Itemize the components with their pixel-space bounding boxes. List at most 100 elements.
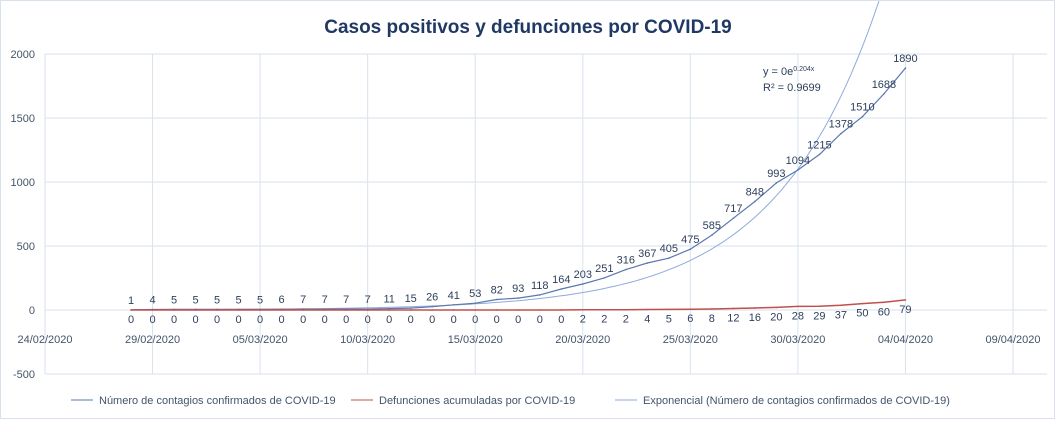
data-label-cases: 5 xyxy=(214,294,220,306)
data-label-cases: 5 xyxy=(236,294,242,306)
data-point-deaths xyxy=(581,308,584,311)
data-label-cases: 1 xyxy=(128,295,134,307)
data-label-cases: 848 xyxy=(746,186,764,198)
data-label-cases: 7 xyxy=(343,294,349,306)
y-tick-label: 0 xyxy=(29,305,35,317)
data-label-deaths: 0 xyxy=(257,314,263,326)
data-point-deaths xyxy=(538,309,541,311)
data-label-deaths: 0 xyxy=(236,314,242,326)
trendline-equation: y = 0e0.204x R² = 0.9699 xyxy=(763,66,821,94)
data-point-cases xyxy=(711,234,713,236)
data-point-deaths xyxy=(130,309,132,311)
data-label-cases: 203 xyxy=(574,269,592,281)
data-label-deaths: 0 xyxy=(343,314,349,326)
data-label-cases: 475 xyxy=(681,234,699,246)
data-point-deaths xyxy=(409,309,412,311)
data-point-cases xyxy=(646,262,649,264)
data-point-deaths xyxy=(517,309,520,311)
data-point-deaths xyxy=(732,307,735,310)
data-point-cases xyxy=(452,303,455,306)
data-point-deaths xyxy=(388,309,390,311)
data-point-deaths xyxy=(711,308,713,310)
data-label-deaths: 0 xyxy=(472,314,478,326)
data-label-cases: 405 xyxy=(660,243,678,255)
data-label-cases: 1510 xyxy=(850,102,874,114)
x-tick-label: 25/03/2020 xyxy=(663,334,718,346)
data-point-deaths xyxy=(603,308,606,311)
data-label-cases: 1890 xyxy=(893,53,917,65)
data-point-deaths xyxy=(861,302,864,305)
data-label-deaths: 0 xyxy=(149,314,155,326)
data-label-deaths: 0 xyxy=(558,314,564,326)
data-point-cases xyxy=(818,153,821,156)
data-label-deaths: 2 xyxy=(623,314,629,326)
data-label-cases: 118 xyxy=(531,280,549,292)
data-label-cases: 717 xyxy=(724,203,742,215)
x-tick-label: 09/04/2020 xyxy=(985,334,1040,346)
y-tick-label: -500 xyxy=(13,369,35,381)
data-label-cases: 5 xyxy=(171,294,177,306)
data-label-deaths: 16 xyxy=(749,312,761,324)
data-point-cases xyxy=(409,307,412,309)
data-point-deaths xyxy=(216,309,218,311)
data-label-cases: 7 xyxy=(365,294,371,306)
series-line-deaths xyxy=(131,299,906,311)
data-label-deaths: 0 xyxy=(279,314,285,326)
chart-title: Casos positivos y defunciones por COVID-… xyxy=(324,17,732,38)
data-label-deaths: 0 xyxy=(429,314,435,326)
data-point-deaths xyxy=(345,309,347,311)
data-label-deaths: 2 xyxy=(580,314,586,326)
data-label-deaths: 12 xyxy=(727,312,739,324)
data-label-deaths: 0 xyxy=(537,314,543,326)
data-point-cases xyxy=(775,182,778,184)
data-label-cases: 11 xyxy=(383,294,394,306)
data-label-deaths: 28 xyxy=(792,310,804,322)
y-tick-label: 500 xyxy=(17,241,35,253)
data-label-deaths: 0 xyxy=(408,314,414,326)
x-tick-label: 24/02/2020 xyxy=(17,334,72,346)
data-label-deaths: 0 xyxy=(300,314,306,326)
data-point-deaths xyxy=(323,309,326,311)
data-point-cases xyxy=(840,132,842,135)
trendline-r2: R² = 0.9699 xyxy=(763,82,821,94)
data-point-cases xyxy=(883,93,885,95)
data-label-deaths: 6 xyxy=(687,313,693,325)
data-label-cases: 251 xyxy=(595,263,613,275)
data-label-cases: 367 xyxy=(638,248,656,260)
data-point-deaths xyxy=(883,301,885,304)
data-point-deaths xyxy=(173,309,175,311)
data-label-cases: 41 xyxy=(448,290,460,302)
data-label-deaths: 2 xyxy=(601,314,607,326)
data-point-cases xyxy=(388,307,390,310)
data-point-cases xyxy=(797,169,799,171)
series-line-cases xyxy=(130,67,906,311)
data-label-cases: 585 xyxy=(703,220,721,232)
data-point-deaths xyxy=(302,309,304,311)
trendline-equation-text: y = 0e xyxy=(763,66,793,78)
data-label-deaths: 8 xyxy=(709,313,715,325)
data-point-deaths xyxy=(237,309,240,311)
data-label-cases: 5 xyxy=(193,294,199,306)
data-point-cases xyxy=(754,200,756,203)
data-label-deaths: 20 xyxy=(770,311,782,323)
data-label-deaths: 0 xyxy=(365,314,371,326)
data-label-deaths: 0 xyxy=(515,314,521,326)
data-label-cases: 1688 xyxy=(872,79,896,91)
data-label-cases: 1094 xyxy=(786,155,810,167)
data-label-cases: 7 xyxy=(322,294,328,306)
data-point-deaths xyxy=(668,308,670,311)
x-tick-label: 20/03/2020 xyxy=(555,334,610,346)
data-point-deaths xyxy=(431,309,434,311)
data-label-deaths: 0 xyxy=(193,314,199,326)
data-point-deaths xyxy=(280,309,283,311)
legend-label-deaths: Defunciones acumuladas por COVID-19 xyxy=(379,395,575,407)
data-point-deaths xyxy=(560,309,563,311)
data-label-deaths: 37 xyxy=(835,309,847,321)
data-point-deaths xyxy=(646,308,649,311)
trendline-exponent: 0.204x xyxy=(793,66,815,73)
data-label-deaths: 29 xyxy=(813,310,825,322)
data-label-cases: 15 xyxy=(405,293,417,305)
data-label-cases: 164 xyxy=(552,274,570,286)
